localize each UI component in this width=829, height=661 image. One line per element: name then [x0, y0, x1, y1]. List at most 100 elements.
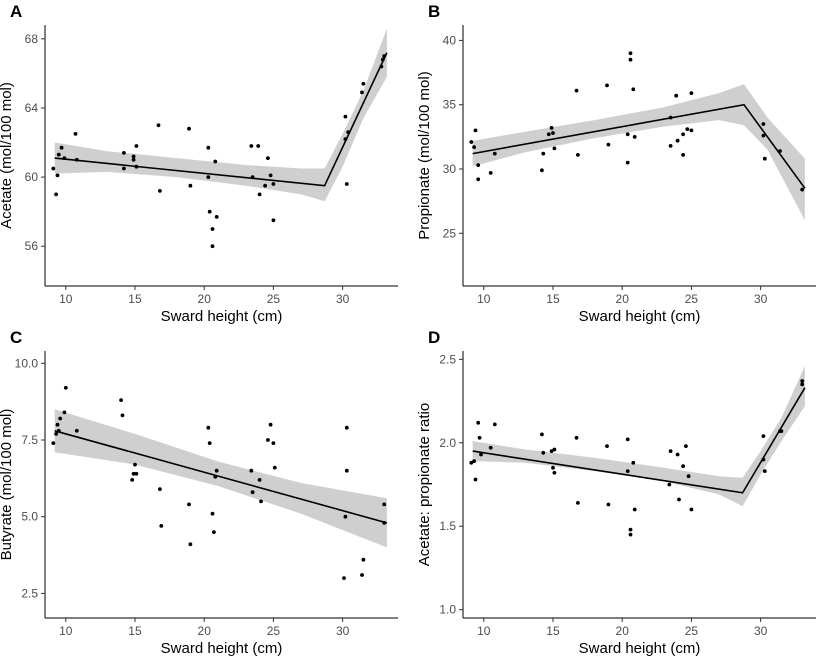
- data-point: [631, 87, 636, 92]
- data-point: [778, 149, 782, 153]
- data-point: [343, 137, 348, 142]
- y-axis-title-c: Butyrate (mol/100 mol): [0, 409, 15, 561]
- data-point: [266, 438, 270, 442]
- data-point: [343, 114, 348, 119]
- data-point: [158, 189, 162, 193]
- data-point: [606, 142, 611, 147]
- data-point: [625, 437, 630, 442]
- x-axis-title-a: Sward height (cm): [161, 308, 283, 325]
- y-tick-label: 1.5: [439, 519, 456, 533]
- data-point: [761, 122, 766, 126]
- data-point: [73, 132, 78, 136]
- panel-b: B 25 30 35 40 10 15 20 25 30 Sward height (cm) Prop…: [416, 2, 816, 325]
- data-point: [206, 145, 211, 150]
- data-point: [479, 452, 483, 457]
- data-point: [546, 132, 551, 137]
- confidence-band-a: [54, 28, 387, 202]
- data-point: [59, 145, 64, 150]
- data-point: [214, 468, 219, 473]
- data-point: [677, 497, 681, 502]
- data-point: [213, 474, 218, 479]
- x-tick-label: 25: [685, 292, 699, 306]
- y-tick-label: 35: [443, 98, 457, 112]
- data-point: [541, 450, 546, 455]
- y-tick-label: 64: [25, 101, 39, 115]
- data-point: [344, 182, 349, 186]
- confidence-band-c: [54, 409, 387, 548]
- x-tick-label: 20: [616, 292, 630, 306]
- data-point: [271, 218, 276, 223]
- data-point: [762, 156, 767, 161]
- data-point: [206, 175, 211, 180]
- confidence-band-b: [472, 84, 805, 221]
- data-point: [689, 91, 694, 95]
- data-point: [210, 244, 215, 249]
- data-point: [210, 511, 215, 516]
- data-point: [259, 499, 263, 504]
- data-point: [344, 425, 349, 430]
- data-point: [476, 420, 481, 425]
- data-point: [51, 166, 56, 171]
- data-point: [667, 482, 672, 487]
- data-point: [55, 173, 60, 178]
- data-point: [131, 154, 136, 159]
- data-point: [473, 477, 478, 482]
- data-point: [342, 576, 346, 580]
- data-point: [681, 153, 685, 157]
- data-point: [632, 135, 637, 139]
- x-tick-label: 20: [198, 292, 212, 306]
- data-point: [628, 532, 633, 537]
- data-point: [131, 471, 136, 476]
- fit-line-b: [472, 103, 806, 189]
- data-point: [268, 173, 273, 178]
- y-tick-label: 56: [25, 239, 39, 253]
- data-point: [800, 382, 805, 387]
- x-tick-label: 20: [198, 624, 212, 638]
- data-point: [382, 502, 387, 507]
- x-tick-label: 20: [616, 624, 630, 638]
- data-point: [250, 490, 255, 495]
- data-point: [628, 527, 633, 532]
- x-axis-title-c: Sward height (cm): [161, 640, 283, 657]
- data-point: [605, 444, 609, 448]
- data-point: [472, 459, 476, 463]
- data-point: [574, 88, 579, 93]
- data-point: [249, 144, 254, 148]
- data-point: [761, 133, 766, 138]
- data-point: [130, 478, 135, 482]
- data-point: [476, 163, 481, 168]
- data-point: [257, 192, 262, 197]
- data-point: [628, 51, 633, 56]
- data-point: [668, 449, 673, 453]
- y-tick-label: 40: [443, 33, 457, 47]
- data-point: [63, 385, 68, 390]
- data-point: [134, 144, 139, 148]
- data-point: [188, 183, 193, 188]
- data-point: [119, 398, 123, 402]
- data-point: [207, 441, 212, 445]
- data-point: [249, 468, 254, 473]
- data-point: [472, 145, 476, 150]
- data-point: [574, 435, 579, 440]
- x-tick-label: 15: [546, 624, 560, 638]
- data-point: [268, 422, 273, 427]
- data-point: [51, 441, 56, 445]
- data-point: [540, 168, 544, 173]
- data-point: [122, 166, 126, 171]
- y-axis-title-d: Acetate: propionate ratio: [416, 403, 433, 566]
- data-point: [625, 160, 630, 165]
- data-point: [686, 474, 691, 479]
- data-point: [800, 379, 805, 383]
- y-tick-label: 7.5: [21, 433, 38, 447]
- x-tick-label: 30: [754, 624, 768, 638]
- data-point: [382, 54, 387, 58]
- fit-line-d: [472, 387, 806, 494]
- data-point: [552, 146, 557, 151]
- data-point: [207, 209, 212, 214]
- data-point: [257, 478, 262, 482]
- x-tick-label: 25: [685, 624, 699, 638]
- data-point: [382, 521, 387, 525]
- data-point: [344, 468, 349, 473]
